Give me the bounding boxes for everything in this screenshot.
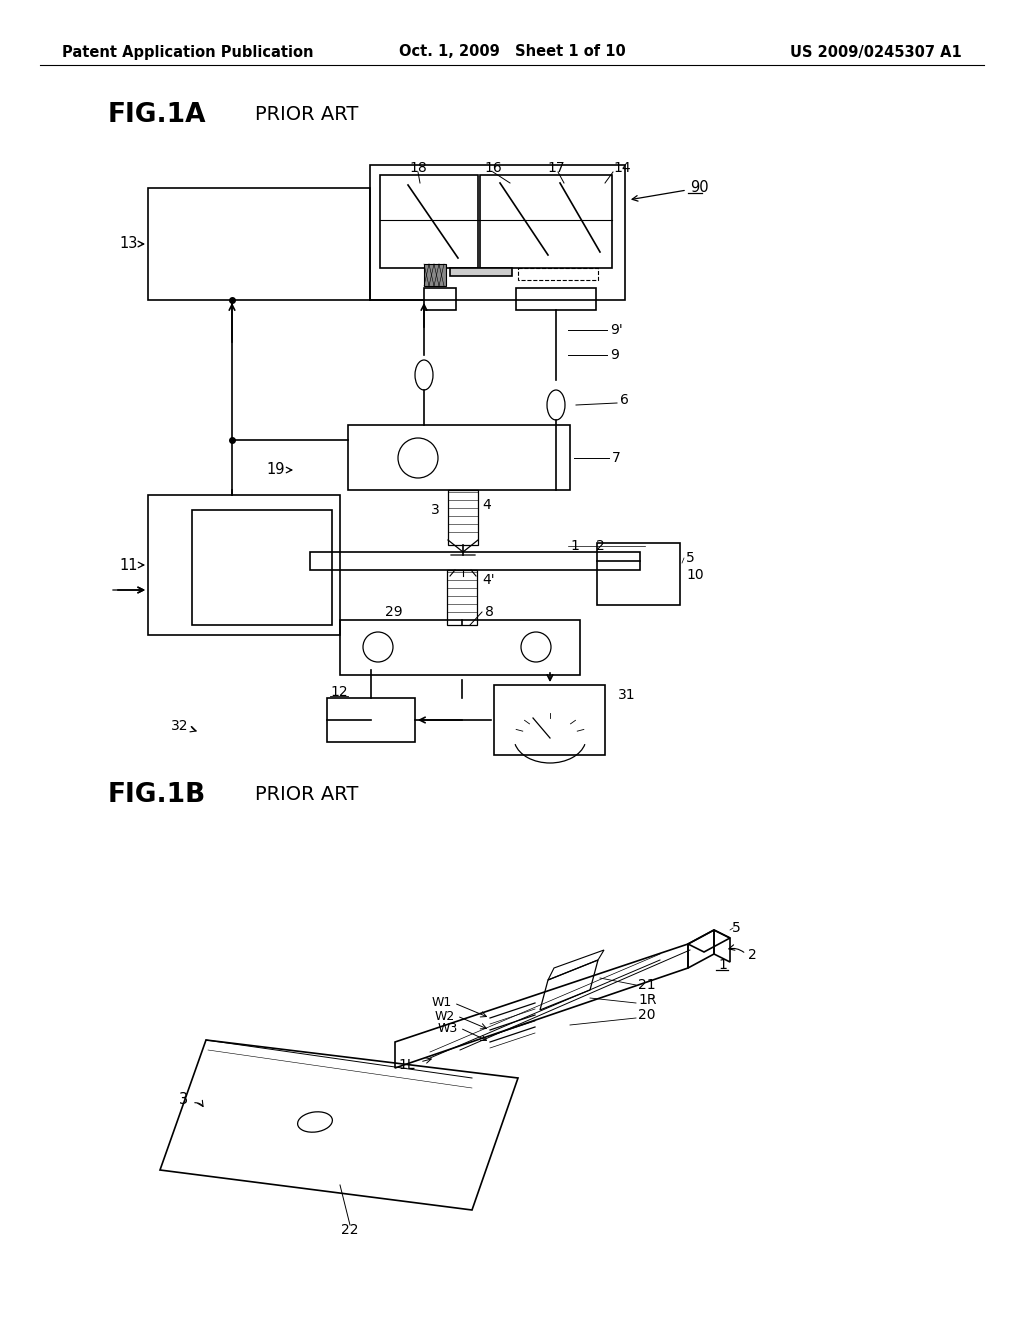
Bar [193,510,332,624]
Text: 10: 10 [686,568,703,582]
Text: 7: 7 [612,451,621,465]
Text: Patent Application Publication: Patent Application Publication [62,45,313,59]
Text: 4: 4 [482,498,490,512]
Text: 14: 14 [613,161,631,176]
Bar [449,490,478,545]
Bar [148,187,370,300]
Bar [340,620,580,675]
Text: 32: 32 [171,719,188,733]
Text: 3: 3 [179,1093,188,1107]
Text: 22: 22 [341,1224,358,1237]
Bar [447,570,477,624]
Text: PRIOR ART: PRIOR ART [255,785,358,804]
Text: 18: 18 [410,161,427,176]
Text: 12: 12 [330,685,347,700]
Text: 1R: 1R [638,993,656,1007]
Bar [424,264,446,286]
Text: 90: 90 [690,181,709,195]
Text: 11: 11 [120,557,138,573]
Bar [597,543,680,605]
Text: 31: 31 [618,688,636,702]
Text: 9: 9 [610,348,618,362]
Text: US 2009/0245307 A1: US 2009/0245307 A1 [791,45,962,59]
Text: Oct. 1, 2009   Sheet 1 of 10: Oct. 1, 2009 Sheet 1 of 10 [398,45,626,59]
Text: 5: 5 [732,921,740,935]
Text: 2: 2 [748,948,757,962]
Bar [424,288,456,310]
Text: 1: 1 [570,539,579,553]
Bar [370,165,625,300]
Text: 17: 17 [547,161,565,176]
Bar [518,268,598,280]
Text: 1: 1 [718,958,727,972]
Text: 1L: 1L [398,1059,415,1072]
Bar [494,685,605,755]
Text: FIG.1B: FIG.1B [108,781,206,808]
Text: 20: 20 [638,1008,655,1022]
Bar [148,495,340,635]
Bar [310,552,640,570]
Text: 2: 2 [596,539,605,553]
Text: 19: 19 [266,462,285,478]
Text: FIG.1A: FIG.1A [108,102,207,128]
Bar [380,176,478,268]
Text: 21: 21 [638,978,655,993]
Bar [516,288,596,310]
Text: 5: 5 [686,550,694,565]
Text: 16: 16 [484,161,502,176]
Text: 3: 3 [431,503,440,517]
Text: 13: 13 [120,236,138,252]
Text: 4': 4' [482,573,495,587]
Bar [348,425,570,490]
Bar [450,268,512,276]
Text: W1: W1 [432,997,452,1010]
Text: 29: 29 [385,605,402,619]
Text: W3: W3 [437,1022,458,1035]
Text: PRIOR ART: PRIOR ART [255,106,358,124]
Text: 6: 6 [620,393,629,407]
Text: 9': 9' [610,323,623,337]
Text: 8: 8 [485,605,494,619]
Text: W2: W2 [435,1010,455,1023]
Bar [480,176,612,268]
Bar [327,698,415,742]
